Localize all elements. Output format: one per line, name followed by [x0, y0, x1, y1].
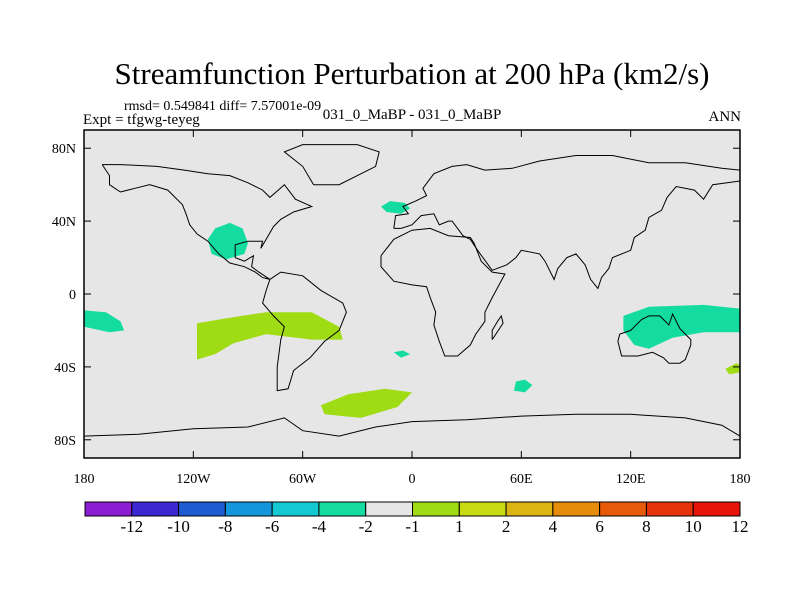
colorbar-label: 10 — [685, 517, 702, 536]
anomaly-far-east-small — [725, 363, 740, 375]
colorbar-label: 2 — [502, 517, 511, 536]
colorbar-label: -8 — [218, 517, 232, 536]
coastline-5 — [380, 227, 506, 357]
colorbar-label: -4 — [312, 517, 327, 536]
x-tick-label: 120W — [176, 472, 211, 487]
colorbar-swatch — [645, 501, 694, 517]
colorbar-label: 4 — [549, 517, 558, 536]
stats-label: rmsd= 0.549841 diff= 7.57001e-09 — [124, 99, 321, 114]
colorbar-label: 6 — [595, 517, 604, 536]
colorbar: -12 -10 -8 -6 -4 -2 -1 1 2 4 6 8 10 12 — [84, 501, 749, 536]
coastline-8 — [84, 413, 740, 458]
colorbar-swatch — [412, 501, 460, 517]
x-tick-label: 60W — [289, 472, 317, 487]
x-axis: 180 120W 60W 0 60E 120E 180 — [74, 130, 751, 487]
colorbar-label: 8 — [642, 517, 651, 536]
colorbar-label: 12 — [732, 517, 749, 536]
y-tick-label: 40N — [52, 215, 76, 230]
colorbar-label: -6 — [265, 517, 279, 536]
colorbar-label: -10 — [167, 517, 190, 536]
experiment-label: Expt = tfgwg-teyeg — [83, 112, 200, 128]
y-axis: 80N 40N 0 40S 80S — [52, 142, 740, 449]
colorbar-swatch — [692, 501, 741, 517]
colorbar-swatch — [224, 501, 273, 517]
y-tick-label: 40S — [54, 361, 76, 376]
coastline-2 — [262, 271, 347, 392]
colorbar-label: -12 — [120, 517, 143, 536]
colorbar-swatch — [365, 501, 414, 517]
anomaly-south-atlantic-small — [393, 350, 411, 358]
colorbar-swatch — [318, 501, 367, 517]
coastline-3 — [283, 144, 380, 186]
colorbar-swatch — [84, 501, 133, 517]
colorbar-swatch — [599, 501, 647, 517]
colorbar-label: -2 — [359, 517, 373, 536]
x-tick-label: 180 — [730, 472, 751, 487]
coastline-4 — [393, 155, 740, 290]
anomaly-mediterranean — [381, 201, 411, 214]
y-tick-label: 0 — [69, 288, 76, 303]
colorbar-swatch — [271, 501, 320, 517]
coastline-1 — [101, 164, 314, 280]
coastline-layer — [84, 144, 740, 458]
season-label: ANN — [709, 109, 742, 125]
chart-title: Streamfunction Perturbation at 200 hPa (… — [115, 56, 710, 91]
coastline-7 — [491, 314, 504, 340]
map-background — [84, 130, 740, 458]
colorbar-swatch — [131, 501, 180, 517]
colorbar-swatch — [458, 501, 507, 517]
x-tick-label: 180 — [74, 472, 95, 487]
coastline-6 — [617, 312, 692, 364]
anomaly-south-atlantic — [320, 388, 412, 418]
colorbar-swatch — [552, 501, 601, 517]
colorbar-label: 1 — [455, 517, 464, 536]
anomaly-nw-atlantic — [207, 222, 248, 260]
x-tick-label: 0 — [409, 472, 416, 487]
colorbar-swatch — [505, 501, 554, 517]
anomaly-east-pacific — [84, 310, 125, 333]
anomaly-southeast-pacific — [197, 312, 343, 360]
x-tick-label: 60E — [510, 472, 533, 487]
x-tick-label: 120E — [616, 472, 646, 487]
anomaly-indian-ocean — [514, 379, 533, 393]
colorbar-swatch — [178, 501, 226, 517]
case-label: 031_0_MaBP - 031_0_MaBP — [323, 107, 502, 123]
y-tick-label: 80S — [54, 434, 76, 449]
colorbar-label: -1 — [405, 517, 419, 536]
y-tick-label: 80N — [52, 142, 76, 157]
